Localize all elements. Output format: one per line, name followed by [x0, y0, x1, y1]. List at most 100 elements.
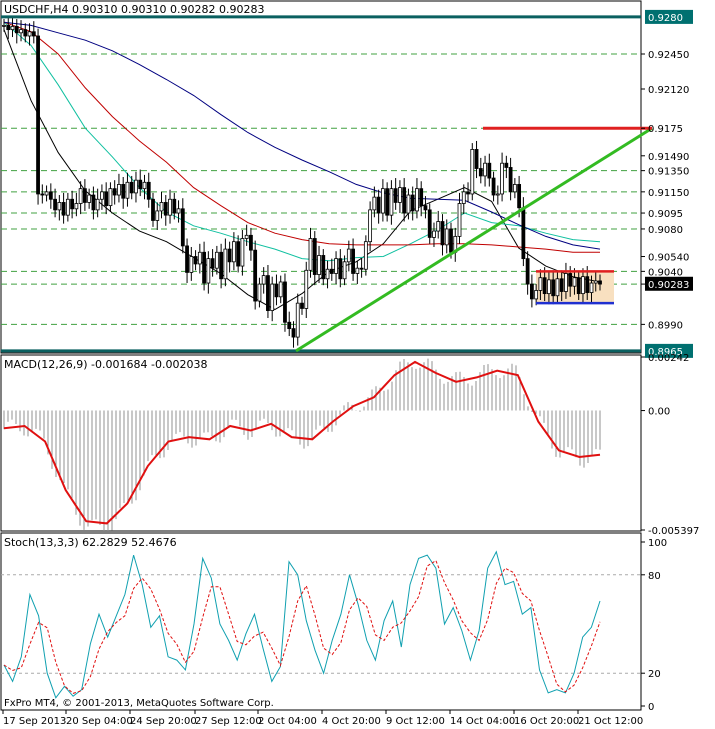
macd-axis-label: 0.00: [648, 407, 670, 418]
price-label: 0.8965: [648, 347, 683, 358]
price-bar-body: [555, 278, 560, 297]
price-bar-body: [572, 277, 577, 287]
time-axis-label: 14 Oct 04:00: [450, 716, 515, 727]
price-bar-body: [534, 290, 539, 300]
price-bar-body: [138, 179, 143, 190]
price-bar-body: [253, 249, 258, 302]
price-bar-body: [483, 162, 487, 177]
price-bar-body: [542, 277, 547, 295]
price-bar-body: [95, 198, 100, 211]
price-bar-body: [440, 221, 445, 246]
price-label: 0.9095: [648, 209, 683, 220]
price-bar-body: [189, 256, 194, 273]
price-bar-body: [270, 283, 275, 311]
price-bar-body: [338, 258, 343, 280]
price-bar-body: [278, 281, 283, 298]
price-label: 0.90283: [648, 280, 689, 291]
price-bar-body: [27, 31, 32, 37]
price-bar-body: [23, 29, 28, 37]
price-bar-body: [474, 149, 479, 169]
stoch-axis-label: 100: [648, 538, 667, 549]
price-bar-body: [142, 181, 147, 190]
price-bar-body: [291, 328, 296, 338]
price-bar-body: [393, 188, 398, 203]
price-bar-body: [155, 210, 160, 221]
price-bar-body: [521, 207, 526, 260]
price-bar-body: [125, 181, 130, 199]
price-bar-body: [389, 188, 394, 216]
price-label: 0.91150: [648, 188, 689, 199]
price-bar-body: [363, 241, 368, 270]
price-bar-body: [432, 230, 436, 238]
price-bar-body: [2, 24, 6, 27]
macd-histogram: [3, 358, 601, 531]
price-bar-body: [491, 177, 496, 196]
price-bar-body: [151, 198, 155, 221]
price-bar-body: [461, 191, 466, 204]
price-bar-body: [193, 256, 198, 265]
trendline: [295, 126, 653, 353]
price-bar-body: [295, 302, 300, 338]
price-bar-body: [117, 184, 121, 196]
price-bar-body: [287, 321, 292, 330]
price-label-box: [645, 9, 693, 24]
price-bar-body: [317, 255, 321, 275]
price-bar-body: [261, 275, 266, 285]
price-bar-body: [304, 269, 309, 309]
price-bar-body: [159, 202, 164, 212]
price-bar-body: [470, 149, 475, 195]
stoch-axis-label: 20: [648, 669, 661, 680]
price-level-gridlines: [1, 16, 641, 352]
stoch-header: Stoch(13,3,3) 62.2829 52.4676: [4, 536, 177, 549]
price-bar-body: [576, 277, 581, 295]
price-bar-body: [82, 188, 87, 203]
price-bar-body: [457, 203, 462, 237]
price-bar-body: [100, 191, 104, 200]
price-bar-body: [57, 202, 62, 211]
price-bar-body: [172, 198, 177, 214]
price-bar-body: [129, 181, 134, 194]
price-bar-body: [185, 245, 189, 273]
price-bar-body: [176, 208, 181, 214]
price-bar-body: [197, 251, 202, 265]
moving-average-line: [3, 21, 600, 253]
price-bar-body: [508, 167, 513, 193]
price-label-box: [645, 276, 693, 291]
price-bar-body: [91, 194, 96, 211]
price-bar-body: [214, 251, 219, 269]
price-bar-body: [512, 184, 517, 193]
price-label: 0.92450: [648, 50, 689, 61]
price-bar-body: [436, 221, 441, 232]
macd-header: MACD(12,26,9) -0.001684 -0.002038: [4, 358, 207, 371]
price-bar-body: [581, 276, 585, 295]
price-bar-body: [104, 191, 109, 207]
macd-signal-line: [3, 360, 601, 525]
price-label: 0.91350: [648, 167, 689, 178]
price-bar-body: [478, 168, 483, 177]
price-bar-body: [372, 196, 377, 211]
price-label: 0.9040: [648, 267, 683, 278]
price-bar-body: [74, 203, 79, 210]
macd-signal-line: [3, 360, 601, 525]
price-bar-body: [6, 24, 11, 31]
price-bar-body: [495, 193, 500, 196]
price-label: 0.91490: [648, 152, 689, 163]
price-bar-body: [312, 238, 317, 275]
price-bar-body: [19, 29, 23, 34]
stoch-levels: [1, 574, 641, 674]
time-axis-label: 9 Oct 12:00: [386, 716, 445, 727]
price-bar-body: [355, 267, 360, 274]
price-bar-body: [283, 281, 287, 323]
price-bar-body: [168, 198, 172, 216]
price-bar-body: [529, 283, 534, 300]
price-label: 0.9175: [648, 124, 683, 135]
price-bar-body: [87, 194, 92, 203]
price-bar-body: [559, 278, 564, 292]
price-bar-body: [308, 238, 313, 271]
price-bar-body: [61, 202, 66, 216]
price-bar-body: [325, 268, 330, 280]
price-bar-body: [342, 261, 347, 280]
price-bar-body: [48, 191, 53, 200]
